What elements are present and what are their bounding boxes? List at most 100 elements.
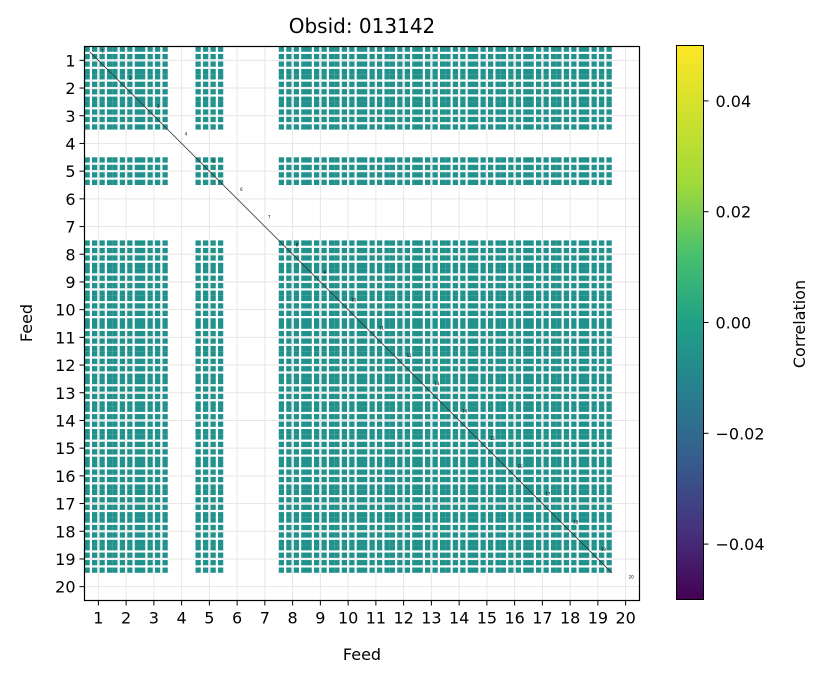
heatmap-block xyxy=(147,469,153,475)
heatmap-block xyxy=(99,262,105,269)
heatmap-block xyxy=(417,532,423,538)
heatmap-block xyxy=(349,449,355,455)
heatmap-block xyxy=(460,373,466,379)
heatmap-block xyxy=(591,393,597,400)
heatmap-block xyxy=(134,378,140,385)
heatmap-block xyxy=(578,358,584,364)
heatmap-block xyxy=(404,275,411,281)
heatmap-block xyxy=(384,255,390,261)
heatmap-block xyxy=(306,318,312,324)
heatmap-block xyxy=(439,469,446,475)
heatmap-block xyxy=(278,61,285,67)
heatmap-block xyxy=(417,462,423,468)
heatmap-block xyxy=(362,275,368,281)
heatmap-block xyxy=(550,504,557,510)
heatmap-block xyxy=(439,61,446,67)
heatmap-block xyxy=(99,517,105,523)
heatmap-block xyxy=(487,406,494,412)
heatmap-block xyxy=(147,517,153,523)
heatmap-block xyxy=(127,303,133,309)
heatmap-block xyxy=(293,386,300,392)
heatmap-block xyxy=(301,441,307,448)
heatmap-block xyxy=(362,179,368,185)
heatmap-block xyxy=(528,378,534,385)
heatmap-block xyxy=(389,345,396,352)
heatmap-block xyxy=(578,101,584,108)
heatmap-block xyxy=(404,489,411,495)
heatmap-block xyxy=(91,172,98,178)
heatmap-block xyxy=(598,283,605,289)
heatmap-block xyxy=(147,560,153,566)
heatmap-block xyxy=(328,268,335,274)
heatmap-block xyxy=(328,179,335,185)
heatmap-block xyxy=(119,157,126,163)
heatmap-block xyxy=(523,567,529,573)
heatmap-block xyxy=(328,345,335,352)
heatmap-block xyxy=(397,401,403,407)
heatmap-block xyxy=(515,89,522,95)
heatmap-block xyxy=(452,179,459,185)
heatmap-block xyxy=(467,74,473,80)
heatmap-block xyxy=(404,545,411,551)
heatmap-block xyxy=(445,524,451,531)
heatmap-block xyxy=(106,116,113,123)
heatmap-block xyxy=(606,560,612,566)
heatmap-block xyxy=(376,101,383,108)
heatmap-block xyxy=(591,373,597,379)
heatmap-block xyxy=(578,295,584,302)
heatmap-block xyxy=(195,539,201,546)
heatmap-block xyxy=(445,318,451,324)
heatmap-block xyxy=(147,338,153,344)
heatmap-block xyxy=(162,378,168,385)
heatmap-block xyxy=(384,116,390,123)
heatmap-block xyxy=(535,393,542,400)
heatmap-block xyxy=(195,462,201,468)
heatmap-block xyxy=(306,275,312,281)
heatmap-block xyxy=(508,366,514,372)
heatmap-block xyxy=(500,489,507,495)
heatmap-block xyxy=(301,53,307,60)
heatmap-block xyxy=(112,262,118,269)
heatmap-block xyxy=(591,268,597,274)
heatmap-block xyxy=(210,330,216,337)
heatmap-block xyxy=(460,497,466,503)
heatmap-block xyxy=(369,497,375,503)
heatmap-block xyxy=(606,240,612,246)
heatmap-block xyxy=(467,240,473,246)
heatmap-block xyxy=(313,545,320,551)
heatmap-block xyxy=(356,338,362,344)
heatmap-block xyxy=(417,524,423,531)
heatmap-block xyxy=(598,310,605,317)
heatmap-block xyxy=(424,68,431,75)
heatmap-block xyxy=(535,330,542,337)
heatmap-block xyxy=(508,545,514,551)
heatmap-block xyxy=(334,109,340,115)
heatmap-block xyxy=(313,303,320,309)
heatmap-block xyxy=(460,96,466,102)
heatmap-block xyxy=(578,484,584,490)
heatmap-block xyxy=(480,74,486,80)
heatmap-block xyxy=(508,74,514,80)
heatmap-block xyxy=(91,560,98,566)
heatmap-block xyxy=(598,429,605,435)
heatmap-block xyxy=(341,504,348,510)
heatmap-block xyxy=(91,74,98,80)
heatmap-block xyxy=(217,74,224,80)
heatmap-block xyxy=(106,421,113,427)
heatmap-block xyxy=(606,290,612,296)
heatmap-block xyxy=(306,567,312,573)
heatmap-block xyxy=(480,497,486,503)
heatmap-block xyxy=(500,406,507,412)
heatmap-block xyxy=(467,53,473,60)
heatmap-block xyxy=(154,81,161,87)
heatmap-block xyxy=(106,74,113,80)
heatmap-block xyxy=(480,401,486,407)
heatmap-block xyxy=(578,345,584,352)
heatmap-block xyxy=(515,53,522,60)
heatmap-block xyxy=(341,497,348,503)
heatmap-block xyxy=(452,295,459,302)
heatmap-block xyxy=(99,545,105,551)
heatmap-block xyxy=(439,373,446,379)
heatmap-block xyxy=(341,109,348,115)
heatmap-block xyxy=(480,295,486,302)
